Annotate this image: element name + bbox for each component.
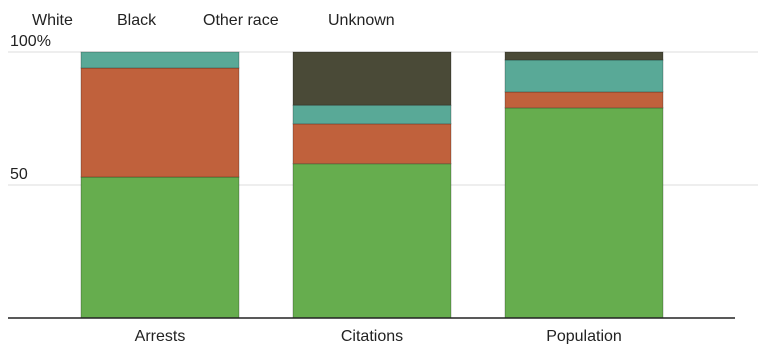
- bar-segment-black-citations: [292, 123, 452, 165]
- bar-segment-black-arrests: [80, 67, 240, 178]
- legend-item-white: White: [32, 12, 73, 29]
- x-tick-label: Population: [546, 328, 622, 344]
- bar-segment-other-race-citations: [292, 104, 452, 125]
- bar-segment-unknown-population: [504, 51, 664, 61]
- legend-item-black: Black: [117, 12, 157, 29]
- bar-segment-black-population: [504, 91, 664, 109]
- bar-segment-other-race-arrests: [80, 51, 240, 69]
- bar-segment-unknown-citations: [292, 51, 452, 106]
- x-tick-label: Citations: [341, 328, 403, 344]
- bar-segment-white-arrests: [80, 176, 240, 319]
- bar-segment-other-race-population: [504, 59, 664, 93]
- legend-item-unknown: Unknown: [328, 12, 395, 29]
- bar-segment-white-citations: [292, 163, 452, 319]
- bar-segment-white-population: [504, 107, 664, 319]
- y-tick-label: 100%: [10, 33, 51, 50]
- y-tick-label: 50: [10, 166, 28, 183]
- x-tick-label: Arrests: [135, 328, 186, 344]
- legend-item-other-race: Other race: [203, 12, 279, 29]
